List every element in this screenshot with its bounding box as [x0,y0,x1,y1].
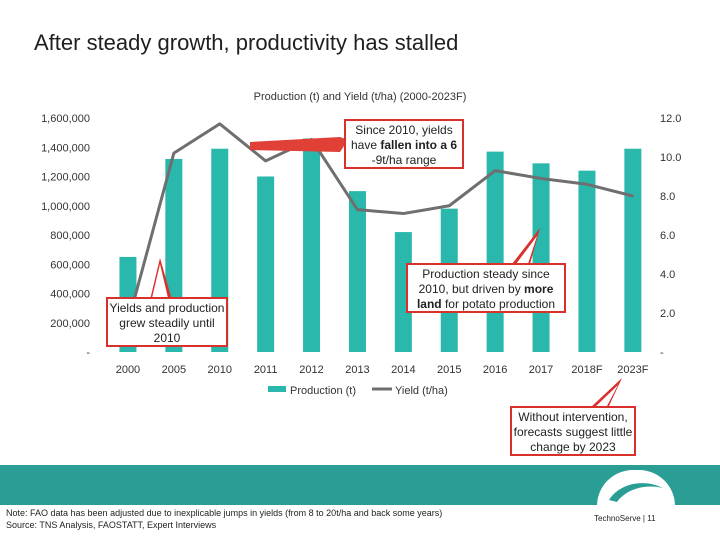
right-tick-label: 10.0 [660,152,681,164]
growth-callout-tail-inner [152,264,168,298]
left-tick-label: 600,000 [50,259,90,271]
footnote: Note: FAO data has been adjusted due to … [6,508,443,518]
bar-2014 [394,232,412,352]
yield-range-callout-line1: Since 2010, yields [355,123,453,137]
yield-point-2011 [264,159,267,163]
legend-label-yield: Yield (t/ha) [395,385,448,397]
yield-point-2015 [448,204,451,207]
bar-2023F [624,148,642,352]
x-tick-label: 2013 [345,364,369,376]
x-tick-label: 2010 [208,364,232,376]
left-tick-label: 800,000 [50,230,90,242]
yield-point-2017 [539,177,543,180]
growth-callout-line1: Yields and production [109,301,225,315]
yield-point-2010 [218,122,221,126]
left-tick-label: 1,600,000 [41,113,90,125]
x-tick-label: 2016 [483,364,507,376]
x-tick-label: 2012 [299,364,323,376]
chart-title: Production (t) and Yield (t/ha) (2000-20… [254,91,467,103]
x-tick-label: 2000 [116,364,140,376]
bar-2017 [532,163,550,352]
source-note: Source: TNS Analysis, FAOSTATT, Expert I… [6,520,217,530]
forecast-callout-line2: forecasts suggest little [513,425,633,439]
x-tick-label: 2005 [162,364,186,376]
page-number: 11 [647,514,656,523]
forecast-callout-tail [590,378,622,408]
right-tick-label: 4.0 [660,269,675,281]
right-tick-label: 6.0 [660,230,675,242]
yield-point-2013 [356,208,359,211]
legend-swatch-production [268,386,286,392]
yield-point-2023F [631,194,635,198]
yield-point-2014 [402,212,405,215]
growth-callout-line2: grew steadily until [119,316,215,330]
yield-series-line [126,122,634,324]
brand-logo-shape [597,470,675,506]
x-tick-label: 2015 [437,364,461,376]
x-tick-label: 2014 [391,364,415,376]
left-tick-label: 1,000,000 [41,201,90,213]
production-callout-line2: 2010, but driven by more [418,282,554,296]
footer-note: Note: FAO data has been adjusted due to … [6,507,442,531]
page-title: After steady growth, productivity has st… [34,30,459,55]
production-callout-line3: land for potato production [416,297,556,311]
x-tick-label: 2017 [529,364,553,376]
bar-2013 [348,191,366,352]
left-tick-label: - [86,347,90,359]
left-tick-label: 1,200,000 [41,172,90,184]
x-tick-label: 2018F [571,364,602,376]
brand-label: TechnoServe | 11 [594,514,656,523]
production-callout: Production steady since 2010, but driven… [406,263,566,313]
bar-2016 [486,151,504,352]
right-tick-label: 2.0 [660,308,675,320]
forecast-callout-line1: Without intervention, [518,410,628,424]
yield-point-2005 [172,151,176,155]
bar-2011 [257,176,275,352]
leaf-icon [609,483,663,502]
production-callout-line1: Production steady since [422,267,550,281]
left-tick-label: 1,400,000 [41,142,90,154]
combo-chart: Production (t) and Yield (t/ha) (2000-20… [41,91,681,408]
callout-arrows [250,137,348,152]
yield-range-callout: Since 2010, yields have fallen into a 6 … [344,119,464,169]
forecast-callout-line3: change by 2023 [530,440,616,454]
forecast-callout: Without intervention, forecasts suggest … [510,406,636,456]
growth-callout: Yields and production grew steadily unti… [106,297,228,347]
right-tick-label: - [660,347,664,359]
forecast-callout-tail-inner [594,385,618,408]
bar-2012 [303,138,321,352]
bar-2018F [578,170,596,352]
production-callout-tail [512,228,540,264]
legend-label-production: Production (t) [290,385,356,397]
x-tick-label: 2023F [617,364,648,376]
left-tick-label: 400,000 [50,289,90,301]
growth-callout-line3: 2010 [153,331,181,345]
production-callout-tail-inner [516,236,537,264]
right-tick-label: 12.0 [660,113,681,125]
right-tick-label: 8.0 [660,191,675,203]
yield-point-2018F [585,183,589,186]
chart-legend: Production (t) Yield (t/ha) [268,385,448,397]
x-tick-label: 2011 [254,364,278,376]
yield-range-callout-line2: have fallen into a 6 [350,138,458,152]
yield-range-callout-line3: -9t/ha range [371,153,437,167]
yield-point-2016 [493,169,497,172]
left-tick-label: 200,000 [50,318,90,330]
